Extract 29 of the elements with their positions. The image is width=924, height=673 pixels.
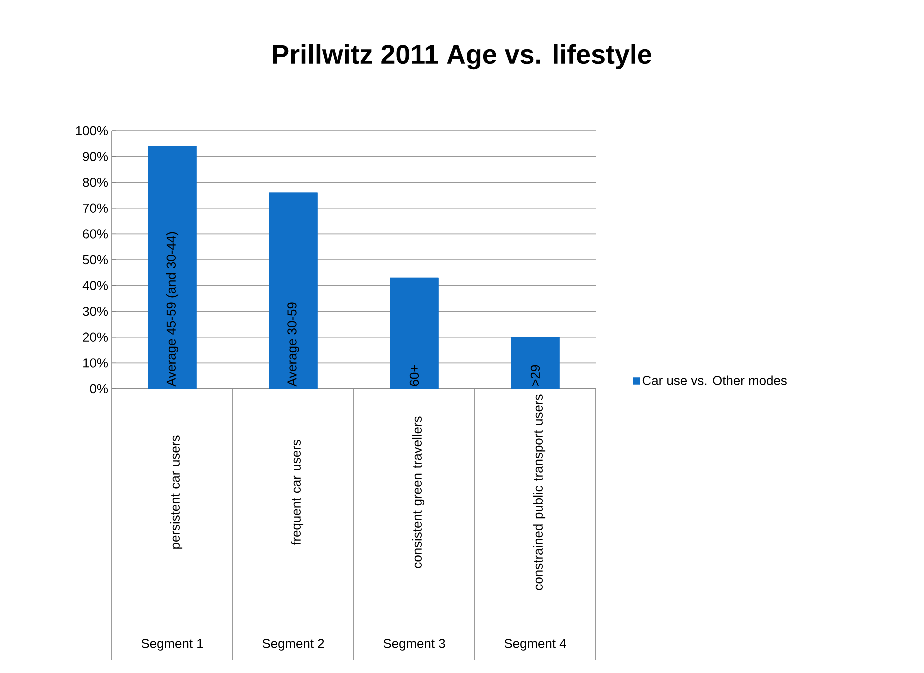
- chart-title: Prillwitz 2011 Age vs. lifestyle: [273, 44, 652, 70]
- y-tick-label: 0%: [90, 384, 108, 394]
- bar: [511, 337, 560, 390]
- text: Segment 2: [262, 639, 324, 651]
- bar: [148, 146, 197, 390]
- text: Segment 4: [504, 639, 566, 651]
- x-tick-label: frequent car users: [291, 440, 304, 546]
- y-tick-label: 60%: [83, 230, 108, 239]
- x-tick-label: persistent car users: [170, 436, 183, 549]
- y-tick-label: 70%: [83, 204, 108, 213]
- x-tick-label: consistent green travellers: [412, 416, 425, 568]
- annotation: >29: [530, 365, 540, 386]
- y-tick-label: 30%: [83, 307, 108, 316]
- y-tick-label: 10%: [84, 358, 108, 368]
- text: Segment 3: [384, 639, 446, 651]
- legend-label: Car use vs. Other modes: [642, 376, 787, 386]
- bar: [390, 278, 439, 390]
- y-tick-label: 40%: [82, 281, 108, 290]
- y-tick-label: 90%: [83, 152, 108, 162]
- annotation: 60+: [410, 365, 420, 386]
- y-tick-label: 50%: [83, 255, 108, 265]
- bar: [269, 192, 318, 390]
- text: Segment 1: [142, 639, 204, 651]
- y-tick-label: 80%: [83, 178, 108, 188]
- annotation: Average 45-59 (and 30-44): [166, 232, 179, 387]
- y-tick-label: 100%: [76, 126, 108, 136]
- x-tick-label: constrained public transport users: [533, 394, 546, 590]
- annotation: Average 30-59: [288, 302, 300, 387]
- y-tick-label: 20%: [83, 332, 108, 342]
